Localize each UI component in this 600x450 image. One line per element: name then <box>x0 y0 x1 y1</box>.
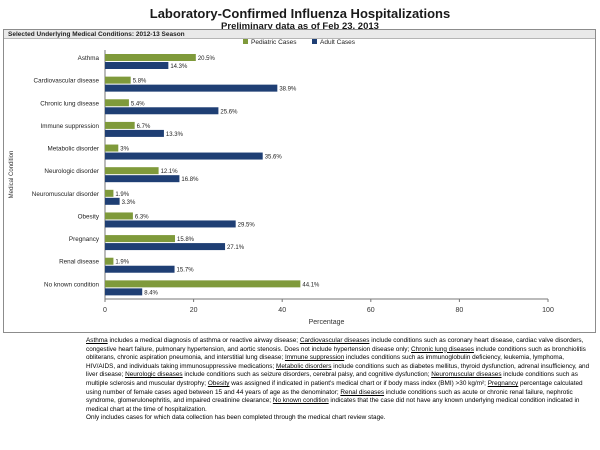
x-tick-label: 20 <box>190 307 198 314</box>
category-label: Obesity <box>78 213 100 220</box>
footnote-text: include conditions such as acute or chro… <box>86 388 573 405</box>
footnote-term: Chronic lung diseases <box>411 345 474 353</box>
adult-bar <box>105 175 180 183</box>
x-tick-label: 60 <box>367 307 375 314</box>
category-label: Neuromuscular disorder <box>32 191 99 198</box>
footnote-term: Obesity <box>207 379 230 387</box>
footnote-text: includes conditions such as immunoglobul… <box>86 354 565 370</box>
footnote-text: was assigned if indicated in patient's m… <box>229 379 488 387</box>
pediatric-bar <box>105 54 196 61</box>
legend-label: Adult Cases <box>320 39 356 46</box>
data-label: 5.4% <box>131 101 145 107</box>
x-tick-label: 100 <box>542 307 554 314</box>
legend-swatch <box>312 39 317 44</box>
data-label: 38.9% <box>279 87 297 93</box>
x-tick-label: 80 <box>456 307 464 314</box>
footnote-text: include conditions such as diabetes mell… <box>86 362 590 379</box>
category-label: Renal disease <box>59 259 99 266</box>
data-label: 6.7% <box>137 124 151 130</box>
category-label: Neurologic disorder <box>44 168 99 175</box>
pediatric-bar <box>105 144 119 152</box>
chart-subtitle: Preliminary data as of Feb 23, 2013 <box>221 21 379 32</box>
pediatric-bar <box>105 280 301 288</box>
data-label: 3.3% <box>122 200 136 206</box>
adult-bar <box>105 265 175 273</box>
adult-bar <box>105 288 143 296</box>
x-tick-label: 0 <box>103 307 107 314</box>
footnote-term: Metabolic disorders <box>276 362 332 370</box>
data-label: 16.8% <box>181 177 199 183</box>
category-label: Cardiovascular disease <box>34 78 100 85</box>
legend-label: Pediatric Cases <box>251 39 297 46</box>
data-label: 35.6% <box>265 155 283 161</box>
footnote-term: Pregnancy <box>487 379 519 387</box>
panel-header: Selected Underlying Medical Conditions: … <box>4 30 595 39</box>
legend-swatch <box>243 39 248 44</box>
pediatric-bar <box>105 212 133 220</box>
adult-bar <box>105 197 120 205</box>
category-label: Asthma <box>78 55 100 62</box>
footnote-term: Neuromuscular diseases <box>431 371 502 379</box>
data-label: 29.5% <box>238 222 256 228</box>
data-label: 44.1% <box>302 282 320 288</box>
y-axis-label: Medical Condition <box>9 151 15 199</box>
data-label: 12.1% <box>161 169 179 175</box>
footnote-term: Immune suppression <box>284 354 345 362</box>
data-label: 1.9% <box>115 260 129 266</box>
footnote-definitions: Asthma includes a medical diagnosis of a… <box>86 337 591 414</box>
data-label: 14.3% <box>170 64 188 70</box>
data-label: 25.6% <box>220 109 238 115</box>
footnote-term: Asthma <box>86 337 108 344</box>
pediatric-bar <box>105 99 129 107</box>
pediatric-bar <box>105 257 114 265</box>
adult-bar <box>105 129 164 137</box>
data-label: 8.4% <box>144 290 158 296</box>
footnote-term: Cardiovascular diseases <box>299 337 370 344</box>
data-label: 15.8% <box>177 237 195 243</box>
data-label: 1.9% <box>115 192 129 198</box>
adult-bar <box>105 220 236 228</box>
category-label: No known condition <box>44 281 99 288</box>
category-label: Chronic lung disease <box>40 100 99 107</box>
footnote-tail: Only includes cases for which data colle… <box>86 414 386 422</box>
adult-bar <box>105 152 263 160</box>
footnote-term: Renal diseases <box>340 388 385 396</box>
bar-chart: 0 20 40 60 80 100 Percentage Medical Condition P… <box>9 39 554 326</box>
x-axis-label: Percentage <box>309 319 345 326</box>
adult-bar <box>105 107 219 115</box>
data-label: 15.7% <box>177 268 195 274</box>
footnote-term: No known condition <box>272 397 329 405</box>
category-label: Pregnancy <box>69 236 100 243</box>
category-label: Immune suppression <box>41 123 100 130</box>
pediatric-bar <box>105 121 135 129</box>
pediatric-bar <box>105 167 159 175</box>
footnote-term: Neurologic diseases <box>125 371 183 379</box>
footnote-text: include conditions such as seizure disor… <box>182 371 432 379</box>
x-tick-label: 40 <box>278 307 286 314</box>
chart-title: Laboratory-Confirmed Influenza Hospitali… <box>149 6 451 21</box>
data-label: 5.8% <box>133 79 147 85</box>
footnote-text: percentage calculated using number of fe… <box>86 379 583 396</box>
data-label: 27.1% <box>227 245 245 251</box>
footnote-text: indicates that the case did not have any… <box>86 397 580 413</box>
footnote-text: include conditions such as coronary hear… <box>86 337 584 353</box>
category-label: Metabolic disorder <box>48 146 99 153</box>
data-label: 20.5% <box>198 56 216 62</box>
pediatric-bar <box>105 235 175 243</box>
data-label: 6.3% <box>135 214 149 220</box>
footnote-text: include conditions such as bronchiolitis… <box>86 345 586 362</box>
data-label: 3% <box>120 147 129 153</box>
data-label: 13.3% <box>166 132 184 138</box>
footnotes: Asthma includes a medical diagnosis of a… <box>86 337 591 423</box>
adult-bar <box>105 84 278 92</box>
adult-bar <box>105 243 226 251</box>
pediatric-bar <box>105 189 114 197</box>
footnote-text: includes a medical diagnosis of asthma o… <box>107 337 300 344</box>
adult-bar <box>105 62 169 69</box>
pediatric-bar <box>105 76 131 84</box>
footnote-text: include conditions such as multiple scle… <box>86 371 578 387</box>
